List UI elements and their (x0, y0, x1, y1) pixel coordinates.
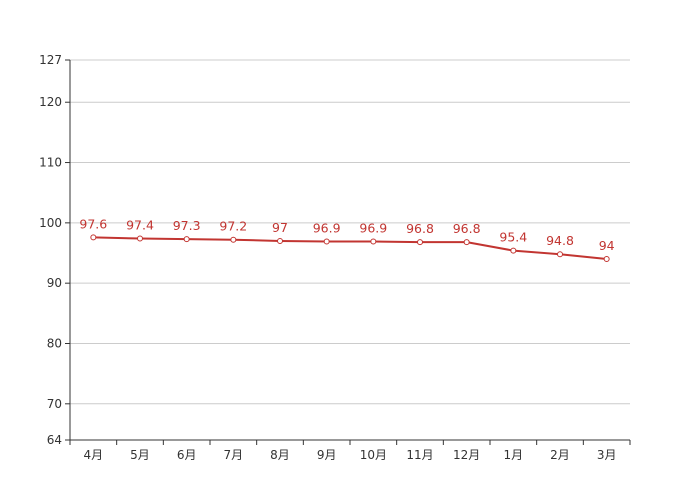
data-label: 96.8 (406, 221, 434, 236)
x-tick-label: 11月 (406, 448, 433, 462)
data-point[interactable] (417, 239, 423, 246)
data-label: 97.2 (219, 219, 247, 234)
x-tick-label: 6月 (177, 448, 197, 462)
data-point[interactable] (603, 256, 610, 263)
axes: 64 70 80 90 100 110 120 127 4月 5月 6月 7月 8月 9月 10月 11月 12… (39, 53, 631, 462)
series-line (93, 236, 607, 261)
y-tick-label: 120 (39, 95, 62, 109)
y-tick-label: 127 (39, 53, 62, 67)
data-label: 95.4 (499, 230, 527, 245)
data-label: 97.3 (173, 218, 201, 233)
data-label: 96.9 (313, 221, 341, 236)
data-point[interactable] (323, 238, 330, 245)
data-point[interactable] (183, 236, 190, 243)
x-tick-label: 8月 (270, 448, 290, 462)
y-tick-label: 110 (39, 156, 62, 170)
data-point[interactable] (90, 234, 97, 241)
x-tick-label: 12月 (453, 448, 480, 462)
x-tick-label: 2月 (550, 448, 570, 462)
data-point[interactable] (510, 247, 517, 254)
y-tick-label: 64 (47, 433, 62, 447)
data-point[interactable] (557, 251, 563, 258)
data-label: 97 (272, 220, 288, 235)
data-labels: 97.6 97.4 97.3 97.2 97 96.9 96.9 96.8 96.8 95.4 94… (79, 216, 614, 253)
y-tick-label: 70 (47, 397, 62, 411)
y-tick-label: 80 (47, 336, 62, 350)
data-point[interactable] (463, 239, 470, 246)
data-label: 96.8 (453, 221, 481, 236)
x-tick-label: 4月 (84, 448, 104, 462)
data-label: 96.9 (359, 221, 387, 236)
data-label: 94 (599, 238, 615, 253)
x-tick-label: 10月 (360, 448, 387, 462)
data-point[interactable] (370, 238, 377, 245)
data-label: 97.4 (126, 218, 154, 233)
x-tick-label: 5月 (130, 448, 150, 462)
data-point[interactable] (137, 235, 143, 242)
grid-lines (70, 59, 630, 405)
data-label: 94.8 (546, 233, 574, 248)
data-point[interactable] (230, 236, 237, 243)
data-point[interactable] (277, 237, 283, 244)
x-tick-label: 9月 (317, 448, 337, 462)
data-label: 97.6 (79, 216, 107, 231)
series-layer (90, 234, 610, 263)
x-tick-label: 3月 (597, 448, 617, 462)
y-tick-label: 90 (47, 276, 62, 290)
x-tick-label: 1月 (504, 448, 524, 462)
y-tick-label: 100 (39, 216, 62, 230)
x-tick-label: 7月 (224, 448, 244, 462)
